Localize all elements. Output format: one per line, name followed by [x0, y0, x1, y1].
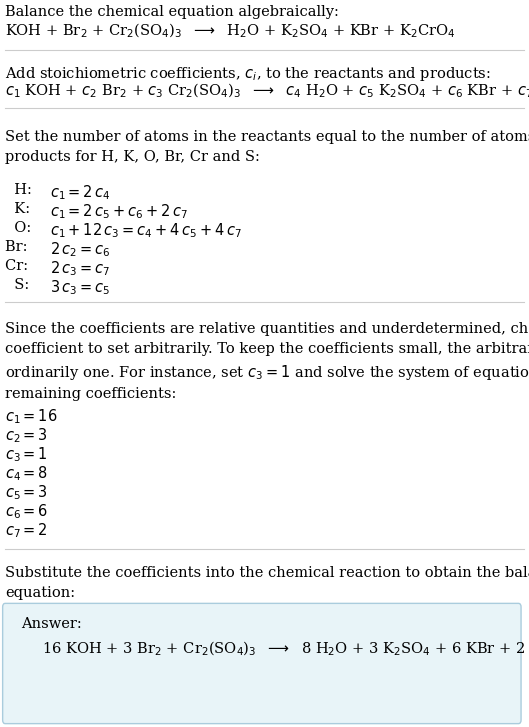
- Text: $c_5 = 3$: $c_5 = 3$: [5, 483, 48, 502]
- Text: Br:: Br:: [5, 240, 37, 254]
- Text: Since the coefficients are relative quantities and underdetermined, choose a
coe: Since the coefficients are relative quan…: [5, 322, 529, 401]
- Text: Add stoichiometric coefficients, $c_i$, to the reactants and products:: Add stoichiometric coefficients, $c_i$, …: [5, 65, 491, 83]
- Text: $c_1 + 12\,c_3 = c_4 + 4\,c_5 + 4\,c_7$: $c_1 + 12\,c_3 = c_4 + 4\,c_5 + 4\,c_7$: [50, 221, 242, 240]
- Text: H:: H:: [5, 183, 41, 197]
- Text: $c_1 = 2\,c_4$: $c_1 = 2\,c_4$: [50, 183, 111, 201]
- Text: Balance the chemical equation algebraically:: Balance the chemical equation algebraica…: [5, 5, 339, 19]
- Text: $2\,c_2 = c_6$: $2\,c_2 = c_6$: [50, 240, 111, 259]
- Text: K:: K:: [5, 202, 40, 216]
- Text: Set the number of atoms in the reactants equal to the number of atoms in the
pro: Set the number of atoms in the reactants…: [5, 130, 529, 164]
- Text: Substitute the coefficients into the chemical reaction to obtain the balanced
eq: Substitute the coefficients into the che…: [5, 566, 529, 600]
- Text: $c_1$ KOH + $c_2$ Br$_2$ + $c_3$ Cr$_2$(SO$_4$)$_3$  $\longrightarrow$  $c_4$ H$: $c_1$ KOH + $c_2$ Br$_2$ + $c_3$ Cr$_2$(…: [5, 82, 529, 100]
- Text: $2\,c_3 = c_7$: $2\,c_3 = c_7$: [50, 259, 111, 278]
- Text: Answer:: Answer:: [21, 617, 82, 631]
- Text: O:: O:: [5, 221, 41, 235]
- Text: S:: S:: [5, 278, 39, 292]
- Text: 16 KOH + 3 Br$_2$ + Cr$_2$(SO$_4$)$_3$  $\longrightarrow$  8 H$_2$O + 3 K$_2$SO$: 16 KOH + 3 Br$_2$ + Cr$_2$(SO$_4$)$_3$ $…: [42, 640, 529, 659]
- Text: $c_1 = 2\,c_5 + c_6 + 2\,c_7$: $c_1 = 2\,c_5 + c_6 + 2\,c_7$: [50, 202, 188, 221]
- Text: KOH + Br$_2$ + Cr$_2$(SO$_4$)$_3$  $\longrightarrow$  H$_2$O + K$_2$SO$_4$ + KBr: KOH + Br$_2$ + Cr$_2$(SO$_4$)$_3$ $\long…: [5, 22, 456, 41]
- Text: Cr:: Cr:: [5, 259, 38, 273]
- Text: $c_6 = 6$: $c_6 = 6$: [5, 502, 49, 521]
- Text: $c_1 = 16$: $c_1 = 16$: [5, 407, 58, 426]
- Text: $c_3 = 1$: $c_3 = 1$: [5, 445, 48, 464]
- Text: $c_2 = 3$: $c_2 = 3$: [5, 426, 48, 445]
- Text: $c_4 = 8$: $c_4 = 8$: [5, 464, 49, 483]
- FancyBboxPatch shape: [3, 603, 521, 723]
- Text: $3\,c_3 = c_5$: $3\,c_3 = c_5$: [50, 278, 111, 297]
- Text: $c_7 = 2$: $c_7 = 2$: [5, 521, 48, 539]
